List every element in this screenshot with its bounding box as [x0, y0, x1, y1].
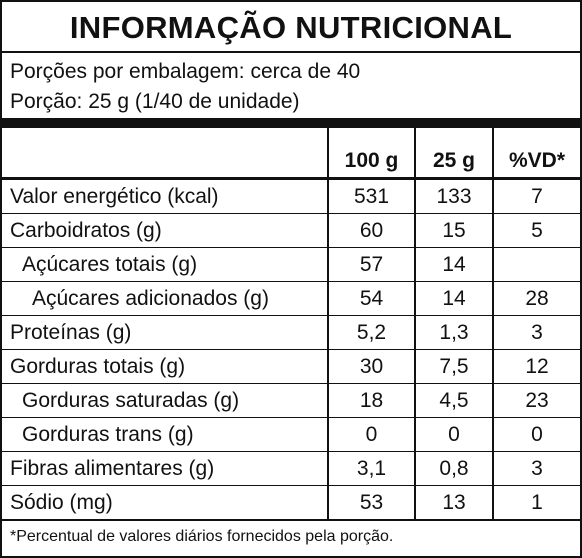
- row-value-portion: 1,3: [439, 321, 469, 344]
- row-label-saturated-fat: Gorduras saturadas (g): [22, 389, 240, 412]
- row-value-vd: 0: [531, 423, 543, 446]
- row-value-100g: 54: [359, 287, 384, 310]
- column-divider-1: [327, 128, 329, 520]
- row-value-portion: 133: [436, 185, 472, 208]
- row-value-portion: 15: [442, 219, 466, 242]
- column-header-100g: 100 g: [344, 149, 399, 172]
- row-label-sodium: Sódio (mg): [10, 491, 113, 514]
- row-value-vd: 7: [531, 185, 543, 208]
- row-value-100g: 3,1: [356, 457, 387, 480]
- row-value-100g: 30: [359, 355, 384, 378]
- row-value-portion: 14: [442, 253, 466, 276]
- row-divider: [2, 383, 580, 384]
- row-value-vd: 3: [531, 457, 543, 480]
- servings-per-package: Porções por embalagem: cerca de 40: [10, 60, 361, 83]
- row-value-100g: 60: [359, 219, 384, 242]
- row-value-100g: 57: [359, 253, 384, 276]
- row-divider: [2, 247, 580, 248]
- row-label-dietary-fiber: Fibras alimentares (g): [10, 457, 215, 480]
- row-value-100g: 18: [359, 389, 384, 412]
- row-value-portion: 14: [442, 287, 466, 310]
- row-label-proteins: Proteínas (g): [10, 321, 132, 344]
- row-value-portion: 7,5: [439, 355, 469, 378]
- column-header-vd: %VD*: [508, 149, 566, 172]
- row-divider: [2, 485, 580, 486]
- row-divider: [2, 349, 580, 350]
- row-value-portion: 0: [448, 423, 460, 446]
- column-header-portion: 25 g: [432, 149, 476, 172]
- row-value-vd: 1: [531, 491, 543, 514]
- thick-divider: [2, 118, 580, 128]
- row-label-trans-fat: Gorduras trans (g): [22, 423, 194, 446]
- row-value-vd: 28: [525, 287, 549, 310]
- row-label-added-sugars: Açúcares adicionados (g): [32, 287, 269, 310]
- row-value-100g: 53: [359, 491, 384, 514]
- row-value-100g: 0: [365, 423, 378, 446]
- row-divider: [2, 281, 580, 282]
- row-value-vd: 3: [531, 321, 543, 344]
- row-value-100g: 531: [353, 185, 390, 208]
- row-value-portion: 13: [442, 491, 466, 514]
- row-divider: [2, 417, 580, 418]
- title-divider: [2, 51, 580, 53]
- row-value-100g: 5,2: [356, 321, 387, 344]
- row-value-portion: 0,8: [439, 457, 469, 480]
- footnote-divider: [2, 519, 580, 521]
- row-label-total-sugars: Açúcares totais (g): [22, 253, 198, 276]
- row-divider: [2, 451, 580, 452]
- row-divider: [2, 315, 580, 316]
- row-value-portion: 4,5: [439, 389, 469, 412]
- row-label-energy: Valor energético (kcal): [10, 185, 219, 208]
- column-divider-2: [414, 128, 416, 520]
- row-value-vd: 12: [525, 355, 549, 378]
- row-divider: [2, 213, 580, 214]
- row-label-total-fat: Gorduras totais (g): [10, 355, 186, 378]
- row-label-carbohydrates: Carboidratos (g): [10, 219, 162, 242]
- label-title: INFORMAÇÃO NUTRICIONAL: [69, 10, 513, 45]
- serving-size: Porção: 25 g (1/40 de unidade): [10, 90, 300, 113]
- row-value-vd: 5: [531, 219, 543, 242]
- header-divider: [2, 177, 580, 180]
- footnote: *Percentual de valores diários fornecido…: [10, 528, 394, 545]
- column-divider-3: [492, 128, 494, 520]
- row-value-vd: 23: [525, 389, 549, 412]
